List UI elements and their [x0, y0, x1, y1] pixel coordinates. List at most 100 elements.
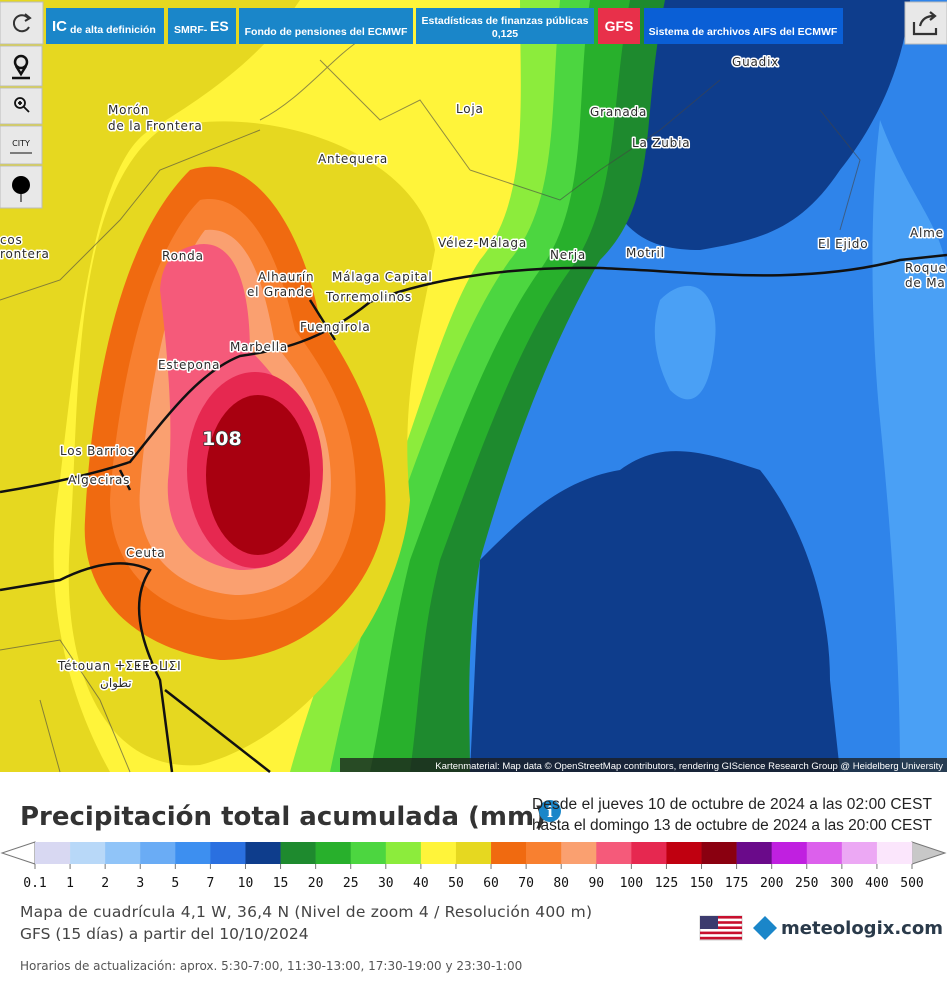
- place-label: Los Barrios: [60, 444, 135, 458]
- legend-swatch: [455, 842, 492, 864]
- sistema-button[interactable]: Sistema de archivos AIFS del ECMWF: [644, 8, 843, 44]
- toolbar: IC de alta definición SMRF- ES Fondo de …: [0, 1, 947, 209]
- legend-arrow: [911, 841, 947, 865]
- place-label: Ceuta: [126, 546, 165, 560]
- button-label: 0,125: [492, 28, 518, 40]
- model-info: GFS (15 días) a partir del 10/10/2024: [20, 925, 309, 943]
- button-label: SMRF-: [174, 24, 208, 36]
- legend: Precipitación total acumulada (mm) i Des…: [0, 796, 947, 891]
- smrf-button[interactable]: SMRF- ES: [168, 8, 236, 44]
- place-label: Motril: [626, 246, 665, 260]
- legend-swatch: [385, 842, 422, 864]
- date-to: hasta el domingo 13 de octubre de 2024 a…: [532, 817, 933, 834]
- legend-label: 2: [101, 876, 109, 891]
- update-times: Horarios de actualización: aprox. 5:30-7…: [20, 959, 522, 973]
- legend-swatch: [876, 842, 913, 864]
- legend-swatch: [631, 842, 667, 864]
- light-area: [872, 120, 947, 772]
- place-label: Roque: [905, 261, 947, 275]
- refresh-button[interactable]: [0, 1, 44, 45]
- place-label: Morón: [108, 103, 149, 117]
- ic-button[interactable]: IC de alta definición: [46, 8, 164, 44]
- band: [206, 395, 310, 555]
- legend-swatch: [561, 842, 597, 864]
- footer: Mapa de cuadrícula 4,1 W, 36,4 N (Nivel …: [20, 903, 943, 973]
- button-label: Estadísticas de finanzas públicas: [422, 15, 589, 27]
- legend-labels: 0.1 1 2 3 5 7 10 15 20 25 30 40 50 60 70 80 90 100 125 150 1…: [23, 864, 924, 891]
- legend-swatch: [245, 842, 281, 864]
- place-label: Torremolinos: [325, 290, 412, 304]
- place-label: Tétouan ⵜⵉⵟⵟⴰⵡⵉⵏ: [57, 659, 182, 673]
- svg-text:i: i: [547, 803, 553, 821]
- legend-swatch: [315, 842, 352, 864]
- estadisticas-button[interactable]: Estadísticas de finanzas públicas 0,125: [416, 8, 594, 44]
- legend-swatch: [491, 842, 527, 864]
- legend-label: 25: [343, 876, 359, 891]
- legend-swatch: [701, 842, 737, 864]
- legend-swatch: [736, 842, 772, 864]
- legend-label: 90: [588, 876, 604, 891]
- place-label: Nerja: [550, 248, 586, 262]
- legend-swatch: [526, 842, 562, 864]
- legend-label: 3: [136, 876, 144, 891]
- legend-label: 1: [66, 876, 74, 891]
- legend-label: 400: [865, 876, 888, 891]
- place-label: Alme: [910, 226, 944, 240]
- place-label: تطوان: [100, 676, 132, 691]
- legend-arrow: [0, 841, 36, 865]
- place-label: Marbella: [230, 340, 288, 354]
- button-label: GFS: [605, 18, 634, 34]
- legend-swatch: [70, 842, 106, 864]
- dark-area: [470, 451, 840, 772]
- legend-bar: [35, 842, 913, 864]
- legend-label: 250: [795, 876, 818, 891]
- attribution: Kartenmaterial: Map data © OpenStreetMap…: [435, 761, 943, 772]
- place-label: Algeciras: [68, 473, 130, 487]
- legend-swatch: [175, 842, 211, 864]
- legend-label: 10: [238, 876, 254, 891]
- place-label: Vélez-Málaga: [438, 236, 527, 250]
- place-label: Guadix: [732, 55, 779, 69]
- share-button[interactable]: [904, 1, 947, 45]
- flag[interactable]: [699, 915, 743, 941]
- place-label: Estepona: [158, 358, 220, 372]
- location-button[interactable]: [0, 45, 43, 87]
- legend-label: 20: [308, 876, 324, 891]
- place-label: el Grande: [247, 285, 313, 299]
- legend-label: 500: [900, 876, 923, 891]
- legend-swatch: [210, 842, 246, 864]
- zoom-button[interactable]: [0, 87, 43, 125]
- logo-icon: [753, 916, 777, 940]
- legend-swatch: [666, 842, 702, 864]
- city-button[interactable]: CITY: [0, 125, 43, 165]
- info-icon[interactable]: i: [539, 800, 561, 822]
- place-label: Fuengirola: [300, 320, 371, 334]
- legend-swatch: [841, 842, 878, 864]
- gfs-button[interactable]: GFS: [598, 8, 640, 44]
- legend-title: Precipitación total acumulada (mm): [20, 802, 546, 832]
- dark-area: [600, 0, 910, 250]
- button-label: Fondo de pensiones del ECMWF: [245, 26, 408, 38]
- brand: meteologix.com: [781, 918, 943, 939]
- roads: [0, 253, 947, 773]
- legend-label: 175: [725, 876, 748, 891]
- max-value: 108: [202, 428, 242, 450]
- legend-swatch: [420, 842, 457, 864]
- legend-swatch: [35, 842, 71, 864]
- borders: [0, 39, 861, 773]
- place-label: Málaga Capital: [332, 270, 432, 284]
- legend-swatch: [140, 842, 176, 864]
- legend-swatch: [350, 842, 387, 864]
- map-labels: Guadix Morón de la Frontera Loja Granada…: [0, 54, 947, 693]
- legend-label: 7: [206, 876, 214, 891]
- place-label: Granada: [590, 105, 647, 119]
- band: [0, 0, 300, 772]
- place-label: El Ejido: [818, 237, 868, 251]
- legend-label: 100: [620, 876, 643, 891]
- legend-label: 0.1: [23, 876, 46, 891]
- fondo-button[interactable]: Fondo de pensiones del ECMWF: [239, 8, 413, 44]
- dot-button[interactable]: [0, 165, 43, 209]
- legend-label: 70: [518, 876, 534, 891]
- legend-label: 15: [273, 876, 289, 891]
